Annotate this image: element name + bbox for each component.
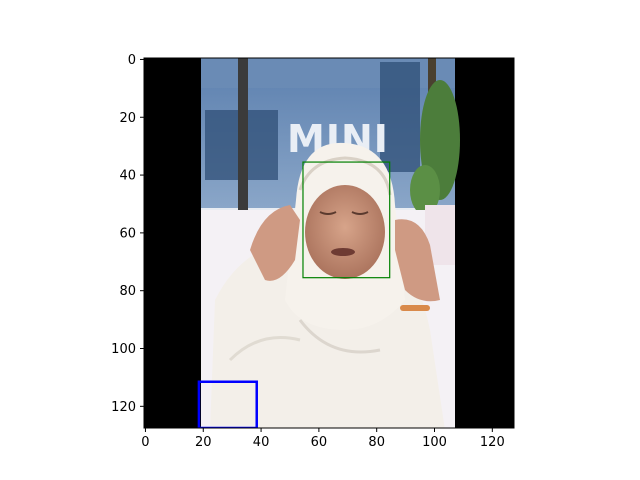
- face: [305, 185, 385, 279]
- y-tick-label: 20: [119, 111, 136, 126]
- right-padding: [455, 58, 514, 428]
- bounding-boxes: [197, 161, 391, 428]
- y-tick-label: 0: [128, 53, 136, 68]
- x-tick-label: 40: [253, 435, 270, 450]
- face-box: [302, 161, 391, 279]
- y-tick-label: 60: [119, 226, 136, 241]
- photo: MINI: [201, 58, 460, 428]
- axes-frame: [143, 57, 515, 429]
- x-tick-label: 80: [368, 435, 385, 450]
- x-tick-label: 0: [141, 435, 149, 450]
- y-axis-ticks: 0 20 40 60 80 100 120: [111, 53, 144, 415]
- left-padding: [144, 58, 201, 428]
- y-tick-label: 100: [111, 342, 136, 357]
- x-axis-ticks: 0 20 40 60 80 100 120: [141, 428, 505, 450]
- image-axes: MINI: [144, 58, 514, 428]
- x-tick-label: 60: [311, 435, 328, 450]
- x-tick-label: 20: [195, 435, 212, 450]
- hand-box: [197, 380, 258, 428]
- y-tick-label: 80: [119, 284, 136, 299]
- y-tick-label: 40: [119, 169, 136, 184]
- x-tick-label: 120: [480, 435, 505, 450]
- y-tick-label: 120: [111, 400, 136, 415]
- x-tick-label: 100: [422, 435, 447, 450]
